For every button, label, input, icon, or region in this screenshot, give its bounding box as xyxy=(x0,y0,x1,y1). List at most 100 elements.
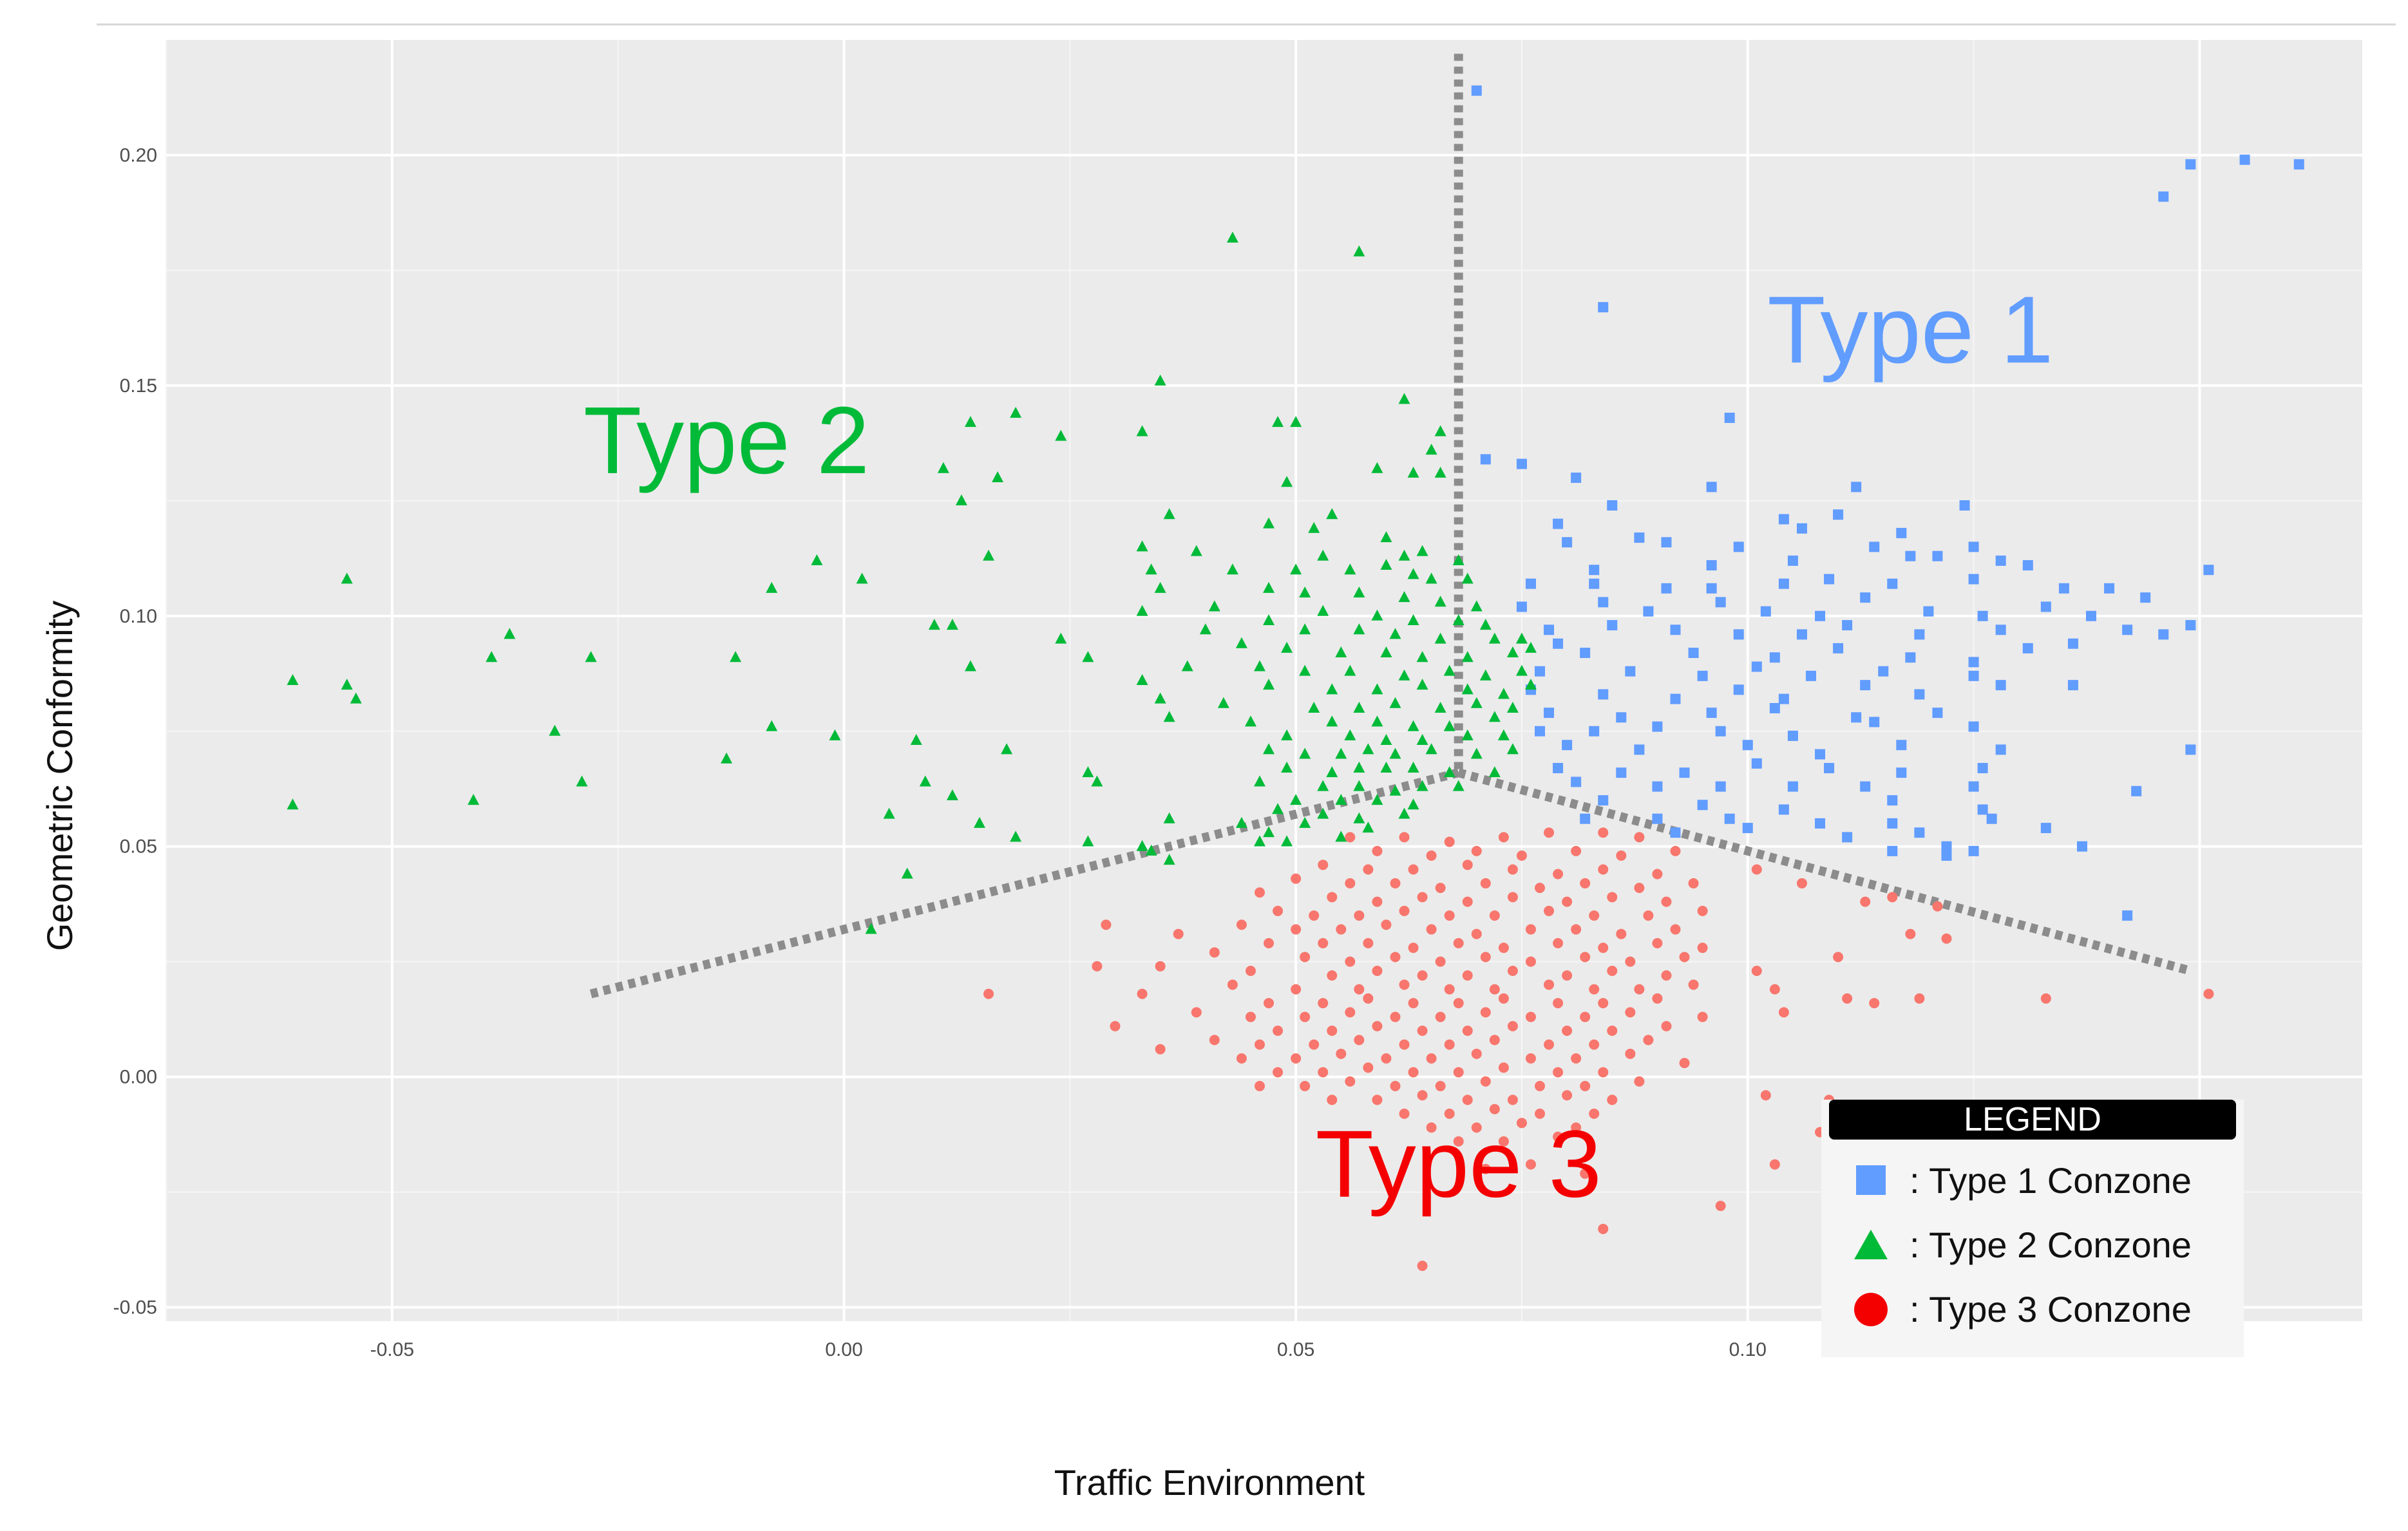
type3-point xyxy=(1833,952,1844,963)
type3-point xyxy=(1408,943,1419,953)
type2-point xyxy=(1263,743,1275,755)
type1-point xyxy=(1995,744,2006,755)
type3-point xyxy=(1661,970,1672,981)
type3-point xyxy=(1462,896,1473,907)
type2-point xyxy=(1281,641,1293,653)
type2-point xyxy=(1524,679,1537,690)
x-axis-title: Traffic Environment xyxy=(1054,1462,1365,1503)
type3-point xyxy=(1273,1067,1284,1078)
type3-point xyxy=(1652,869,1663,879)
x-tick-label: 0.10 xyxy=(1729,1339,1767,1360)
type2-point xyxy=(1335,794,1347,805)
type3-point xyxy=(1327,1026,1338,1037)
y-tick-label: 0.10 xyxy=(120,606,157,627)
type2-point xyxy=(1001,743,1013,755)
type3-point xyxy=(1688,979,1699,990)
type2-point xyxy=(1281,476,1293,487)
type3-point xyxy=(1254,1039,1265,1050)
type3-point xyxy=(1489,910,1500,921)
type1-point xyxy=(1778,693,1789,704)
type3-point xyxy=(1399,979,1410,990)
type2-point xyxy=(1506,646,1519,658)
type1-point xyxy=(1661,583,1672,594)
type1-point xyxy=(1661,537,1672,548)
type2-point xyxy=(1344,563,1356,575)
type2-point xyxy=(865,923,877,934)
type3-point xyxy=(1291,924,1302,935)
type3-point xyxy=(1471,1122,1482,1133)
type2-point xyxy=(1479,619,1492,630)
type3-point xyxy=(1498,1136,1509,1147)
type3-point xyxy=(1300,1080,1311,1091)
type1-point xyxy=(1887,578,1898,589)
type2-point xyxy=(1380,559,1392,570)
type3-point xyxy=(1507,864,1518,875)
type3-point xyxy=(1489,984,1500,995)
type2-point xyxy=(1380,762,1392,773)
type3-point xyxy=(1173,928,1184,939)
type3-point xyxy=(1318,859,1329,870)
type1-point xyxy=(1607,500,1618,511)
type1-point xyxy=(1887,818,1898,829)
type1-point xyxy=(2140,592,2151,603)
type2-point xyxy=(549,724,561,736)
type3-point xyxy=(1372,896,1383,907)
type2-point xyxy=(1452,614,1465,625)
type1-point xyxy=(1923,606,1934,617)
type2-point xyxy=(1163,854,1175,865)
type3-point xyxy=(1607,892,1618,903)
type1-point xyxy=(1833,509,1844,520)
type3-point xyxy=(1399,832,1410,843)
type1-point xyxy=(2122,910,2133,921)
type3-point xyxy=(1751,965,1762,976)
type3-point xyxy=(1390,1011,1401,1022)
type2-point xyxy=(721,752,733,764)
type2-point xyxy=(1154,374,1166,386)
type2-point xyxy=(1461,651,1474,662)
type3-point xyxy=(1363,993,1374,1004)
type2-point xyxy=(486,651,498,662)
type3-point xyxy=(1444,910,1455,921)
type3-point xyxy=(1345,1007,1356,1018)
type3-point xyxy=(1580,952,1591,963)
type1-point xyxy=(1652,813,1663,824)
type3-point xyxy=(1860,896,1871,907)
type1-point xyxy=(1896,767,1907,778)
type2-point xyxy=(1263,614,1275,625)
type2-point xyxy=(1299,816,1311,828)
type2-point xyxy=(1461,729,1474,740)
type2-point xyxy=(1263,517,1275,529)
type1-point xyxy=(1535,666,1546,677)
type3-point xyxy=(1571,1122,1582,1133)
type2-point xyxy=(1317,780,1329,791)
type3-point xyxy=(1634,832,1645,843)
type2-point xyxy=(1308,521,1320,533)
type3-point xyxy=(1471,928,1482,939)
type2-point xyxy=(1308,701,1320,713)
type3-point xyxy=(1092,961,1103,972)
type3-point xyxy=(1453,998,1464,1009)
type1-point xyxy=(2076,841,2087,852)
type3-point xyxy=(1525,1011,1536,1022)
type3-point xyxy=(1462,1026,1473,1037)
type2-point xyxy=(1461,683,1474,695)
type1-point xyxy=(2067,680,2078,691)
type2-point xyxy=(1317,549,1329,561)
type1-point xyxy=(1589,726,1600,737)
type3-point xyxy=(1571,845,1582,856)
type2-point xyxy=(1353,812,1365,823)
type3-point xyxy=(1462,859,1473,870)
type2-point xyxy=(1407,614,1419,625)
type2-point xyxy=(1389,784,1401,796)
type3-point xyxy=(1426,924,1437,935)
type1-point xyxy=(1778,514,1789,525)
type3-point xyxy=(983,988,994,999)
type1-point xyxy=(1562,740,1573,751)
type1-point xyxy=(1688,648,1699,659)
type3-point xyxy=(1535,1108,1546,1119)
type2-point xyxy=(1136,840,1148,851)
type3-point xyxy=(1661,896,1672,907)
type2-point xyxy=(1010,831,1022,842)
type3-point xyxy=(1236,919,1247,930)
type2-point xyxy=(1443,664,1455,676)
